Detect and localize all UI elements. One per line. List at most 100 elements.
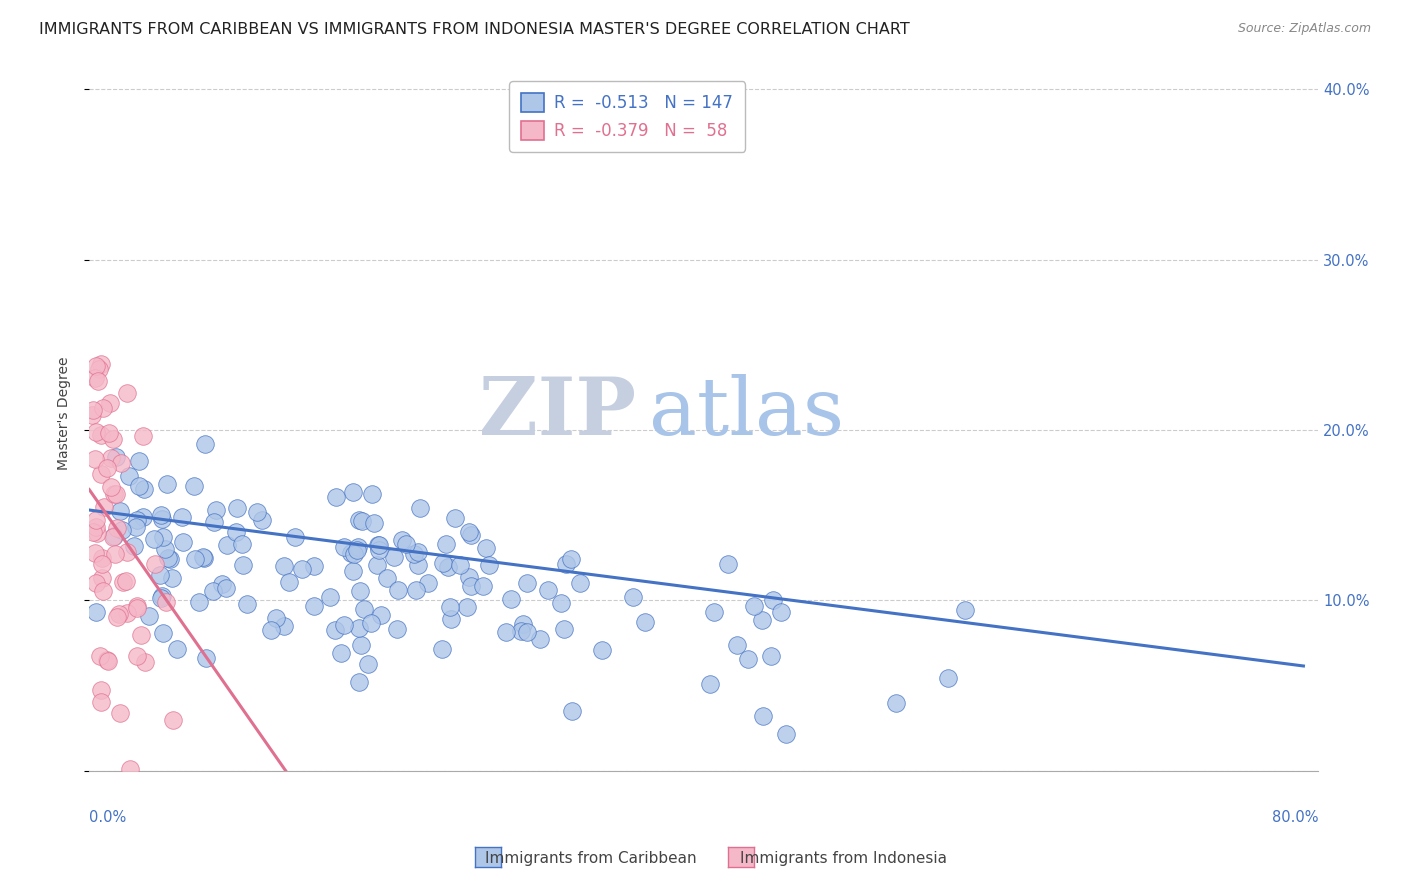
Point (325, 490, 347, 504)
Point (153, 541, 176, 556)
Point (474, 541, 496, 556)
Point (416, 575, 439, 590)
Point (156, 550, 179, 565)
Point (211, 576, 233, 591)
Point (162, 713, 184, 727)
Point (349, 583, 371, 598)
Text: Immigrants from Caribbean: Immigrants from Caribbean (485, 851, 696, 865)
Point (134, 482, 156, 496)
Point (160, 571, 183, 585)
Point (105, 450, 128, 465)
Point (367, 538, 389, 552)
Point (105, 610, 128, 624)
Point (290, 562, 312, 576)
Point (346, 543, 368, 558)
Point (84, 520, 107, 534)
Text: Source: ZipAtlas.com: Source: ZipAtlas.com (1237, 22, 1371, 36)
Point (260, 623, 283, 637)
Text: ZIP: ZIP (479, 374, 637, 452)
Point (434, 537, 457, 551)
Point (471, 579, 494, 593)
Point (737, 651, 759, 665)
Point (333, 618, 356, 632)
Point (460, 579, 482, 593)
Point (84, 545, 107, 559)
Point (188, 595, 211, 609)
Point (884, 696, 907, 710)
Point (82, 524, 104, 539)
Point (91, 571, 114, 585)
Text: IMMIGRANTS FROM CARIBBEAN VS IMMIGRANTS FROM INDONESIA MASTER'S DEGREE CORRELATI: IMMIGRANTS FROM CARIBBEAN VS IMMIGRANTS … (39, 22, 910, 37)
Point (82, 408, 104, 422)
Point (406, 545, 429, 559)
Point (495, 625, 517, 640)
Point (143, 558, 166, 572)
Point (115, 545, 138, 559)
Point (84, 606, 107, 620)
Point (125, 599, 148, 613)
Point (152, 626, 174, 640)
Point (762, 593, 785, 607)
Point (953, 603, 976, 617)
Point (568, 576, 591, 591)
Point (90, 695, 112, 709)
Point (717, 558, 740, 572)
Point (367, 538, 389, 552)
Point (360, 615, 382, 630)
Point (333, 540, 356, 554)
Point (125, 520, 148, 534)
Point (361, 487, 384, 501)
Point (343, 547, 366, 561)
Point (385, 623, 408, 637)
Point (115, 574, 138, 589)
Point (155, 595, 177, 609)
Point (304, 558, 326, 573)
Point (149, 568, 172, 582)
Point (342, 564, 364, 578)
Point (553, 622, 575, 636)
Point (363, 516, 385, 531)
Point (516, 576, 538, 591)
Point (226, 501, 249, 516)
Point (111, 523, 134, 537)
Point (166, 641, 188, 656)
Point (96, 653, 118, 667)
Point (170, 510, 193, 524)
Point (128, 454, 150, 468)
Point (110, 504, 132, 518)
Point (90, 428, 112, 442)
Point (132, 510, 155, 524)
Point (350, 514, 373, 528)
Point (273, 559, 295, 574)
Point (936, 671, 959, 685)
Point (149, 591, 172, 606)
Point (350, 638, 373, 652)
Point (703, 605, 725, 619)
Point (191, 549, 214, 564)
Point (347, 540, 370, 554)
Y-axis label: Master's Degree: Master's Degree (58, 356, 72, 470)
Text: 80.0%: 80.0% (1272, 810, 1319, 825)
Point (402, 547, 425, 561)
Point (128, 479, 150, 493)
Point (215, 581, 238, 595)
Point (105, 487, 128, 501)
Point (436, 560, 458, 574)
Point (449, 558, 471, 572)
Point (84, 359, 107, 374)
Point (430, 641, 453, 656)
Point (86, 425, 108, 439)
Point (342, 485, 364, 500)
Point (90, 557, 112, 571)
Point (194, 437, 217, 451)
Point (699, 676, 721, 690)
Point (323, 623, 346, 637)
Point (440, 612, 463, 626)
Point (193, 550, 215, 565)
Point (89, 648, 111, 663)
Text: Immigrants from Indonesia: Immigrants from Indonesia (740, 851, 948, 865)
Point (125, 601, 148, 615)
Point (90, 550, 112, 565)
Point (456, 599, 478, 614)
Point (277, 574, 299, 589)
